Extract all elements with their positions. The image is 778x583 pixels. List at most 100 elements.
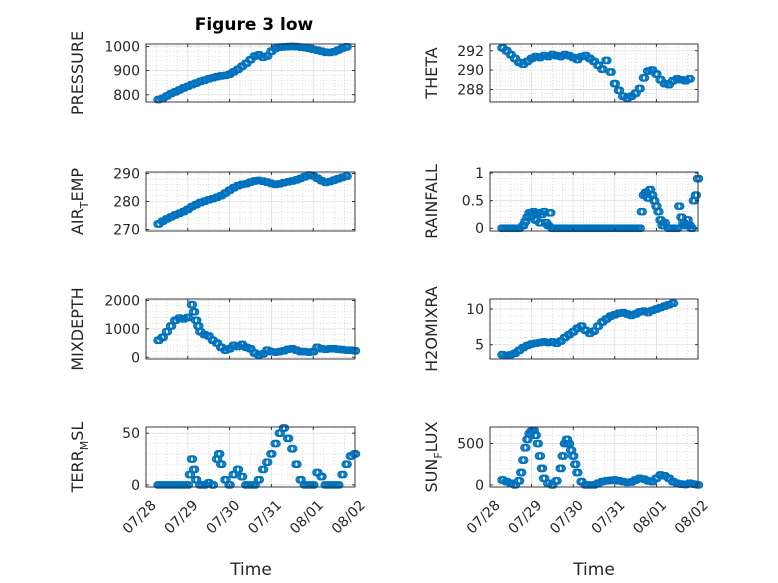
x-tick-label: 07/29 [506, 497, 546, 537]
y-tick-label: 0.5 [462, 194, 484, 210]
data-point [216, 450, 225, 458]
data-point [522, 217, 531, 226]
data-point [522, 443, 531, 452]
y-axis-label-main: AIR [68, 208, 87, 235]
data-point [191, 465, 200, 474]
y-tick-label: 292 [457, 44, 484, 60]
data-point [189, 300, 198, 309]
x-tick-label: 08/02 [672, 497, 712, 537]
x-tick-label: 08/02 [329, 497, 369, 537]
data-point [520, 456, 529, 464]
x-tick-label: 08/01 [630, 497, 670, 537]
data-point [319, 472, 327, 481]
data-point [539, 464, 548, 473]
data-point [344, 172, 352, 181]
plot-panel-rainfall: 0 0.5 1 RAINFALL [422, 164, 704, 239]
y-axis-label-main: SUN [422, 459, 441, 493]
data-point [533, 431, 542, 440]
y-axis-label-subscript: T [78, 201, 91, 209]
data-series-h2omixra [497, 299, 679, 360]
data-point [227, 481, 235, 489]
x-axis-label-right: Time [572, 560, 615, 580]
data-point [185, 481, 194, 489]
x-tick-label: 07/30 [204, 497, 244, 537]
y-axis-label-main: MIXDEPTH [68, 287, 87, 370]
x-tick-label: 07/28 [120, 497, 160, 537]
data-point [574, 468, 583, 477]
data-point [235, 465, 244, 474]
data-point [285, 434, 294, 443]
plot-area [490, 44, 698, 102]
y-axis-label-main: PRESSURE [68, 31, 87, 115]
y-axis-label-main: THETA [422, 47, 441, 99]
y-axis-label: H2OMIXRA [422, 286, 441, 372]
data-point [310, 481, 319, 489]
y-tick-label: 270 [113, 223, 140, 239]
x-tick-label: 07/31 [245, 497, 285, 537]
y-axis-label: SUNFLUX [422, 421, 445, 492]
axes-box [145, 426, 356, 488]
data-point [687, 74, 695, 83]
plot-panel-theta: 288 290 292 THETA [422, 43, 699, 103]
y-tick-label: 288 [457, 82, 484, 98]
y-axis-label-main: TERR [68, 450, 87, 493]
y-tick-label: 10 [466, 302, 484, 318]
data-point [570, 452, 579, 460]
x-tick-label: 07/30 [547, 497, 587, 537]
x-axis-label-left: Time [229, 560, 272, 580]
data-point [547, 208, 556, 217]
y-axis-label: THETA [422, 47, 441, 99]
y-axis-label-subscript: M [78, 441, 91, 451]
plot-panel-mixdepth: 0 1000 2000 MIXDEPTH [68, 287, 361, 371]
data-point [537, 452, 546, 460]
y-tick-label: 0 [131, 350, 140, 366]
y-axis-label-main: RAINFALL [422, 164, 441, 239]
data-point [637, 84, 646, 93]
data-point [608, 68, 616, 76]
y-tick-label: 500 [457, 437, 484, 453]
data-series-airtemp [153, 171, 352, 228]
axes-box [145, 43, 356, 103]
data-point [210, 481, 219, 489]
data-point [693, 191, 702, 200]
y-axis-label: TERRMSL [68, 422, 91, 494]
y-tick-label: 0 [475, 221, 484, 237]
data-point [564, 435, 573, 444]
y-tick-label: 800 [113, 88, 140, 104]
plot-panel-h2omixra: 5 10 H2OMIXRA [422, 286, 699, 372]
plot-panel-pressure: 800 900 1000 PRESSURE [68, 31, 356, 115]
data-point [352, 450, 361, 458]
data-series-theta [497, 44, 695, 102]
data-point [695, 174, 704, 183]
y-tick-label: 0 [131, 478, 140, 494]
data-point [535, 439, 544, 448]
axes-box [489, 171, 699, 232]
data-series-mixdepth [153, 300, 361, 359]
data-point [554, 476, 562, 485]
data-point [516, 476, 525, 485]
y-tick-label: 1000 [104, 39, 140, 55]
data-series-terrmsl [153, 424, 361, 489]
data-point [518, 468, 527, 477]
data-point [268, 450, 277, 458]
data-point [340, 470, 348, 479]
data-point [256, 475, 265, 484]
y-axis-label-main: H2OMIXRA [422, 286, 441, 372]
data-point [281, 424, 290, 432]
y-axis-label-suffix: EMP [68, 168, 87, 202]
data-point [344, 460, 352, 469]
data-point [273, 439, 281, 448]
plot-panel-air-temp: 270 280 290 AIRTEMP [68, 166, 356, 239]
data-point [572, 460, 581, 469]
y-tick-label: 50 [122, 426, 140, 442]
plot-panel-sun-flux: 0 500 07/28 07/29 07/30 07/31 08/01 08/02 SUNFLU… [422, 421, 712, 537]
y-axis-label: AIRTEMP [68, 168, 91, 235]
y-axis-label: PRESSURE [68, 31, 87, 115]
y-tick-label: 1 [475, 166, 484, 182]
data-point [260, 465, 269, 474]
data-point [289, 444, 298, 453]
data-point [604, 56, 612, 65]
axes-box [489, 426, 699, 488]
y-axis-label: RAINFALL [422, 164, 441, 239]
